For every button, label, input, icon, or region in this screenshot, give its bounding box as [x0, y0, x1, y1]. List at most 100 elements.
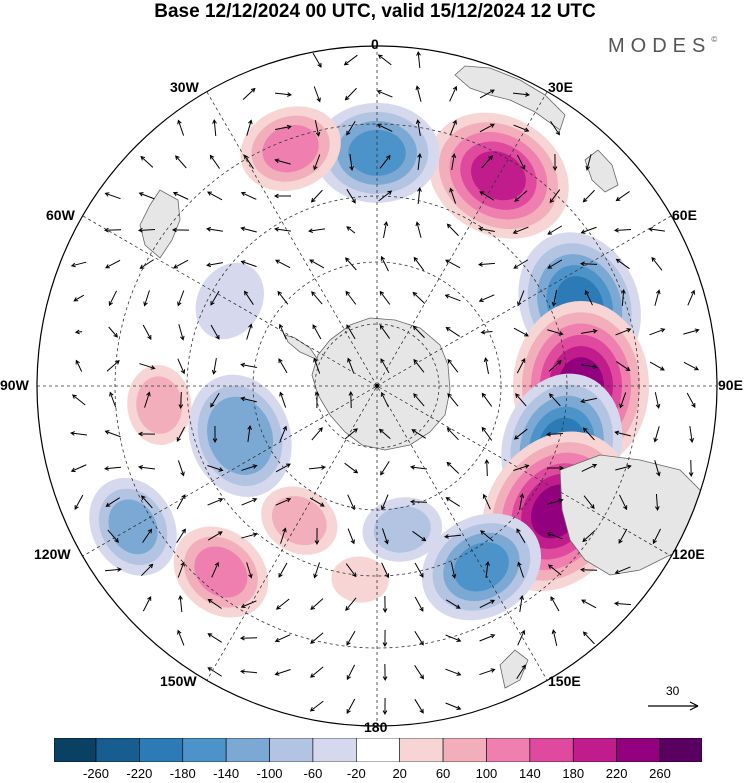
- colorbar-tick-label: -100: [256, 766, 283, 781]
- wind-arrow: [275, 497, 292, 506]
- wind-arrow: [310, 632, 324, 644]
- wind-arrow: [615, 464, 632, 471]
- wind-arrow: [516, 357, 526, 374]
- wind-arrow: [343, 54, 358, 66]
- wind-arrow: [241, 464, 258, 471]
- wind-arrow: [347, 357, 355, 374]
- wind-arrow: [649, 328, 666, 336]
- wind-arrow: [513, 327, 529, 337]
- wind-arrow: [379, 324, 391, 339]
- wind-arrow: [480, 530, 494, 542]
- wind-arrow: [311, 427, 323, 441]
- wind-arrow: [349, 154, 354, 171]
- wind-arrow: [481, 155, 493, 169]
- wind-arrow: [310, 666, 324, 678]
- colorbar-tick-label: 100: [475, 766, 498, 781]
- colorbar-swatch: [95, 738, 140, 762]
- wind-arrow: [615, 328, 632, 336]
- wind-arrow: [239, 635, 258, 641]
- wind-arrow: [382, 697, 388, 716]
- wind-arrow: [207, 191, 223, 201]
- wind-arrow: [278, 323, 287, 340]
- wind-arrow: [412, 291, 426, 304]
- wind-arrow: [177, 629, 185, 646]
- wind-arrow: [579, 567, 598, 573]
- wind-arrow: [210, 324, 220, 340]
- wind-arrow: [579, 261, 598, 267]
- wind-arrow: [415, 85, 422, 102]
- wind-arrow: [412, 530, 427, 542]
- wind-arrow: [274, 634, 291, 643]
- wind-arrow: [380, 358, 390, 374]
- wind-arrow: [274, 226, 291, 232]
- wind-arrow: [479, 668, 496, 676]
- wind-arrow: [138, 465, 155, 470]
- wind-arrow: [344, 87, 357, 101]
- wind-arrow: [546, 532, 563, 540]
- wind-arrow: [175, 155, 187, 169]
- wind-arrow: [548, 393, 561, 407]
- wind-arrow: [450, 562, 457, 579]
- wind-arrow: [241, 532, 258, 539]
- antarctica-land: [311, 317, 451, 451]
- wind-arrow: [414, 596, 424, 612]
- wind-arrow: [277, 290, 289, 305]
- wind-arrow: [415, 119, 421, 136]
- wind-arrow: [207, 667, 223, 677]
- wind-arrow: [376, 90, 393, 98]
- wind-arrow: [103, 466, 122, 471]
- wind-arrow: [613, 227, 632, 233]
- wind-arrow: [178, 391, 184, 410]
- wind-arrow: [346, 120, 356, 136]
- wind-arrow: [582, 189, 595, 203]
- wind-arrow: [379, 290, 391, 305]
- wind-arrow: [451, 153, 457, 170]
- wind-arrow: [583, 495, 595, 510]
- colorbar: [54, 738, 702, 762]
- lon-label-150e: 150E: [548, 673, 581, 689]
- wind-arrow: [378, 190, 393, 202]
- wind-arrow: [246, 119, 253, 136]
- wind-arrow: [551, 290, 558, 307]
- wind-arrow: [443, 534, 462, 539]
- wind-arrow: [581, 463, 598, 472]
- wind-arrow: [651, 256, 663, 271]
- wind-arrow: [687, 289, 696, 306]
- wind-arrow: [619, 392, 627, 409]
- wind-arrow: [241, 497, 258, 506]
- wind-arrow: [479, 123, 495, 133]
- wind-arrow: [416, 51, 421, 69]
- wind-arrow: [207, 633, 223, 643]
- wind-arrow: [380, 255, 389, 272]
- wind-arrow: [246, 562, 253, 579]
- wind-arrow: [581, 328, 598, 334]
- anomaly-core: [390, 520, 415, 539]
- wind-arrow: [378, 428, 391, 439]
- wind-arrow: [414, 562, 424, 578]
- wind-arrow: [313, 86, 321, 103]
- wind-arrow: [210, 290, 220, 306]
- wind-arrow: [381, 494, 389, 511]
- wind-arrow: [447, 358, 459, 373]
- wind-arrow: [445, 634, 462, 642]
- lon-label-0: 0: [371, 36, 379, 52]
- wind-arrow: [346, 698, 356, 714]
- wind-arrow: [615, 191, 630, 202]
- lon-label-180: 180: [364, 719, 388, 735]
- colorbar-tick-label: 260: [649, 766, 671, 781]
- lat-lon-grid: [37, 46, 717, 726]
- anomaly-core: [348, 570, 373, 589]
- wind-arrow: [683, 361, 700, 371]
- wind-arrow: [346, 188, 356, 204]
- wind-arrow: [103, 227, 122, 233]
- wind-arrow: [274, 668, 291, 676]
- wind-arrow: [240, 191, 257, 200]
- wind-arrow: [550, 121, 561, 136]
- colorbar-swatch: [399, 738, 444, 762]
- wind-arrow: [379, 154, 391, 169]
- wind-arrow: [107, 529, 119, 543]
- wind-arrow: [547, 259, 563, 269]
- wind-arrow: [415, 221, 422, 238]
- lon-label-150w: 150W: [160, 673, 197, 689]
- colorbar-swatch: [312, 738, 357, 762]
